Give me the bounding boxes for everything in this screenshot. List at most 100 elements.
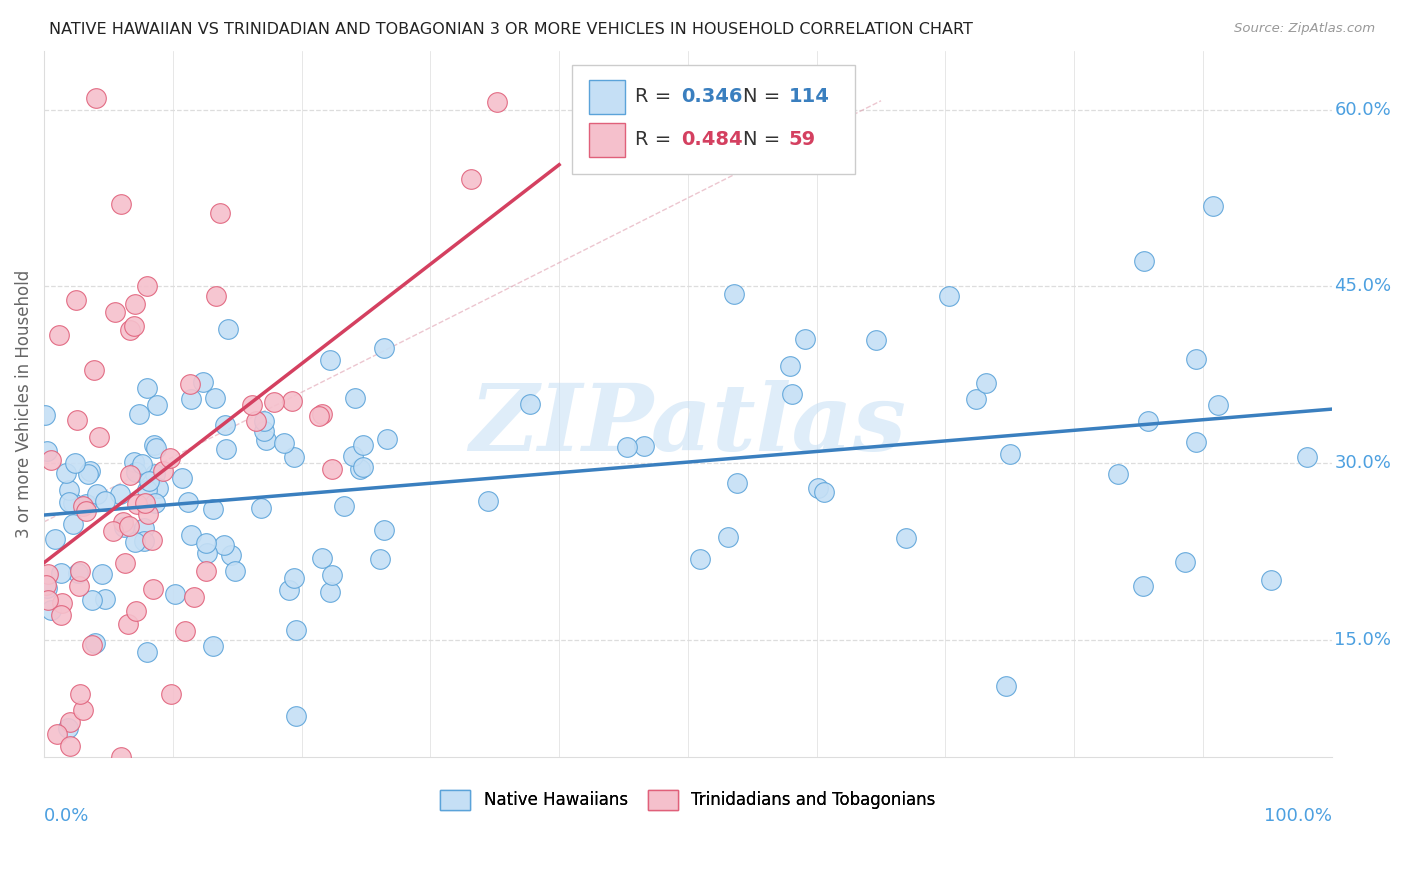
Point [79,464,101,478]
Point [377,432,399,446]
Point [138,474,160,488]
Point [84,636,107,650]
Point [69,687,91,701]
Point [145,467,167,482]
Point [1206,398,1229,412]
Point [165,587,187,601]
Text: 0.484: 0.484 [682,129,744,149]
Point [460,171,482,186]
Point [180,392,202,406]
Point [253,424,276,438]
Point [152,464,174,478]
Point [318,585,340,599]
Point [127,497,149,511]
Point [80,592,103,607]
Point [1132,579,1154,593]
Point [67,579,90,593]
Point [59,714,82,729]
Point [65,456,87,470]
Point [62,496,84,510]
Point [132,533,155,548]
Point [197,545,219,559]
Point [273,436,295,450]
Point [124,535,146,549]
Point [807,481,830,495]
Point [112,515,135,529]
Point [75,504,97,518]
Point [110,750,132,764]
Point [104,304,127,318]
Point [278,583,301,598]
Point [84,91,107,105]
Text: N =: N = [744,129,787,149]
Point [93,494,115,508]
Point [311,550,333,565]
Point [90,566,112,581]
Legend: Native Hawaiians, Trinidadians and Tobagonians: Native Hawaiians, Trinidadians and Tobag… [433,784,942,816]
Point [1133,254,1156,268]
Point [75,497,97,511]
Point [108,486,131,500]
Point [217,322,239,336]
Point [83,362,105,376]
FancyBboxPatch shape [589,80,624,114]
Point [37,567,59,582]
Point [373,341,395,355]
Point [221,548,243,562]
Text: ZIPatlas: ZIPatlas [470,380,907,470]
Point [87,430,110,444]
Text: 0.346: 0.346 [682,87,742,106]
Point [976,376,998,390]
Point [321,567,343,582]
Point [128,408,150,422]
Point [72,499,94,513]
Point [122,455,145,469]
Point [160,687,183,701]
Point [280,394,302,409]
Point [285,709,308,723]
Point [965,392,987,406]
Point [349,462,371,476]
Point [101,524,124,538]
Point [202,639,225,653]
Point [896,532,918,546]
Point [110,196,132,211]
Point [180,528,202,542]
Point [65,293,87,308]
Point [76,467,98,481]
Point [59,739,82,753]
Point [66,566,89,580]
FancyBboxPatch shape [589,123,624,157]
Point [319,352,342,367]
Point [183,590,205,604]
Point [284,623,307,637]
Point [122,319,145,334]
Point [136,483,159,497]
Point [342,449,364,463]
Point [994,680,1017,694]
Text: 45.0%: 45.0% [1334,277,1392,295]
Point [39,453,62,467]
Point [120,323,142,337]
Point [35,444,58,458]
Text: 59: 59 [789,129,815,149]
Point [1260,573,1282,587]
Point [125,604,148,618]
Point [138,507,160,521]
Point [51,596,73,610]
Point [142,438,165,452]
Point [212,538,235,552]
Point [344,391,367,405]
Point [1137,414,1160,428]
Point [148,481,170,495]
Point [69,564,91,578]
Point [56,722,79,736]
Point [477,493,499,508]
Point [1202,199,1225,213]
Text: NATIVE HAWAIIAN VS TRINIDADIAN AND TOBAGONIAN 3 OR MORE VEHICLES IN HOUSEHOLD CO: NATIVE HAWAIIAN VS TRINIDADIAN AND TOBAG… [49,22,973,37]
Point [311,408,333,422]
Point [34,578,56,592]
Point [204,289,226,303]
Point [242,398,264,412]
Point [82,639,104,653]
